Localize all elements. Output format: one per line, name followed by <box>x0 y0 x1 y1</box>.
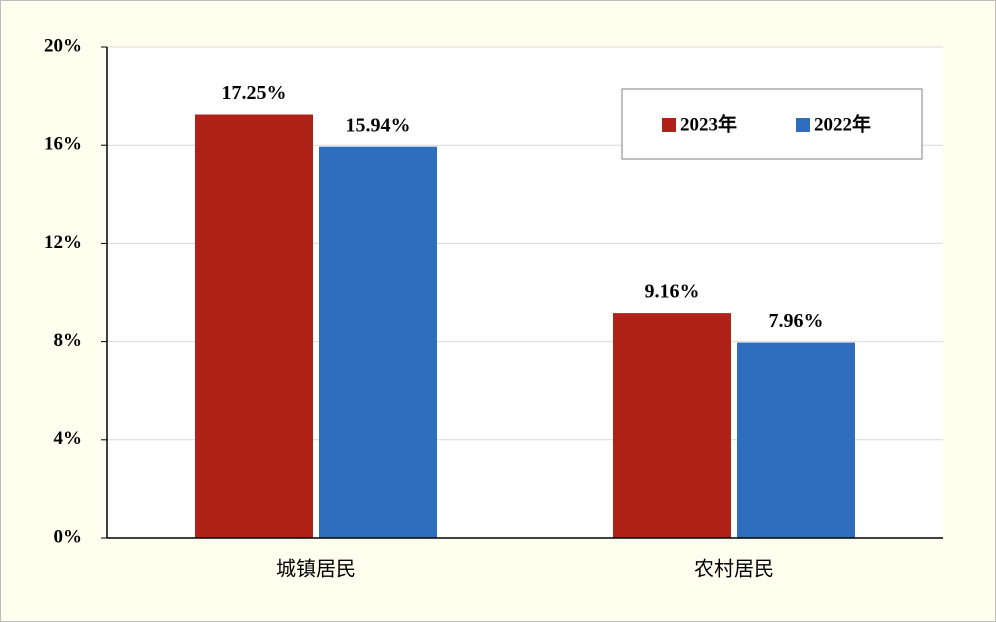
y-tick-label: 4% <box>54 428 83 449</box>
value-label: 7.96% <box>769 310 824 332</box>
x-tick-label: 城镇居民 <box>276 557 356 581</box>
legend-label: 2022年 <box>814 112 871 135</box>
legend-label: 2023年 <box>680 112 737 135</box>
value-label: 9.16% <box>645 281 700 303</box>
legend-swatch <box>662 118 676 132</box>
value-label: 15.94% <box>346 114 411 136</box>
value-label: 17.25% <box>222 82 287 104</box>
y-tick-label: 0% <box>54 526 83 547</box>
y-tick-label: 16% <box>44 134 82 155</box>
bar <box>195 114 313 538</box>
y-tick-label: 8% <box>54 330 83 351</box>
bar <box>319 146 437 538</box>
legend-swatch <box>796 118 810 132</box>
bar <box>613 313 731 538</box>
bar <box>737 342 855 538</box>
y-tick-label: 20% <box>44 35 82 56</box>
x-tick-label: 农村居民 <box>694 557 774 581</box>
y-tick-label: 12% <box>44 232 82 253</box>
